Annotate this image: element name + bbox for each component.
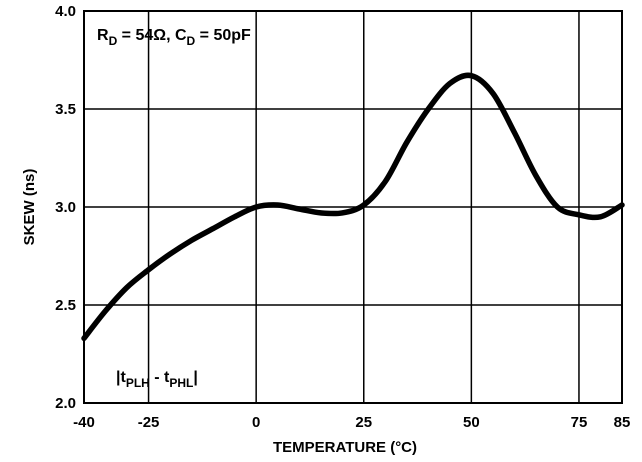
x-tick-label: 25: [355, 414, 372, 431]
x-tick-labels: -40 -25 0 25 50 75 85: [73, 414, 630, 431]
x-tick-label: 75: [571, 414, 588, 431]
measurement-annotation: |tPLH - tPHL|: [116, 369, 198, 390]
y-axis-title: SKEW (ns): [21, 169, 38, 246]
y-tick-label: 2.0: [55, 395, 76, 412]
conditions-annotation: RD = 54Ω, CD = 50pF: [97, 27, 251, 48]
y-tick-labels: 2.0 2.5 3.0 3.5 4.0: [55, 3, 76, 412]
x-tick-label: 50: [463, 414, 480, 431]
x-tick-label: 85: [614, 414, 631, 431]
x-tick-label: 0: [252, 414, 260, 431]
x-tick-label: -25: [138, 414, 160, 431]
x-axis-title: TEMPERATURE (°C): [273, 439, 417, 456]
y-tick-label: 3.5: [55, 101, 76, 118]
y-tick-label: 2.5: [55, 297, 76, 314]
y-tick-label: 3.0: [55, 199, 76, 216]
x-tick-label: -40: [73, 414, 95, 431]
y-tick-label: 4.0: [55, 3, 76, 20]
grid-lines: [84, 11, 622, 403]
skew-curve: [81, 72, 625, 342]
